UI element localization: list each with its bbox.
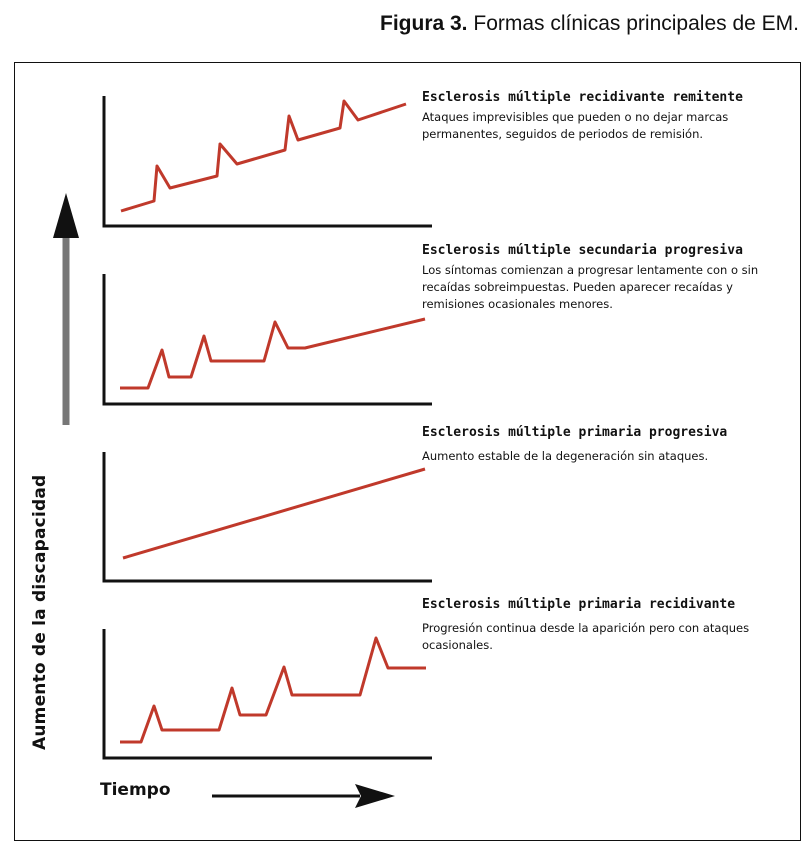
panel-1-description: Ataques imprevisibles que pueden o no de… [422, 110, 729, 141]
panel-3-title: Esclerosis múltiple primaria progresiva [422, 425, 728, 440]
panel-3-axes [102, 452, 432, 583]
x-axis-label: Tiempo [100, 780, 171, 800]
panel-2-title: Esclerosis múltiple secundaria progresiv… [422, 243, 743, 258]
panel-1-curve [120, 99, 407, 213]
x-axis-arrow-head [355, 784, 395, 808]
panel-4-axes [102, 629, 432, 760]
panel-2-curve [120, 317, 426, 390]
figure-title: Formas clínicas principales de EM. [473, 12, 799, 35]
panel-1-title: Esclerosis múltiple recidivante remitent… [422, 90, 743, 105]
panel-3-curve [122, 467, 426, 560]
y-axis-label: Aumento de la discapacidad [30, 474, 50, 750]
figure-frame [14, 62, 801, 841]
panel-2-description: Los síntomas comienzan a progresar lenta… [422, 263, 759, 311]
panel-4-description: Progresión continua desde la aparición p… [422, 621, 750, 652]
figure-caption: Figura 3. Formas clínicas principales de… [380, 12, 799, 36]
panel-4-title: Esclerosis múltiple primaria recidivante [422, 597, 736, 612]
figure-number: Figura 3. [380, 12, 468, 35]
panel-4-curve [120, 636, 426, 744]
panel-1-axes [102, 96, 432, 228]
panel-3-description: Aumento estable de la degeneración sin a… [422, 449, 709, 463]
panel-2-axes [102, 274, 432, 406]
y-axis-arrow-head [53, 193, 79, 238]
